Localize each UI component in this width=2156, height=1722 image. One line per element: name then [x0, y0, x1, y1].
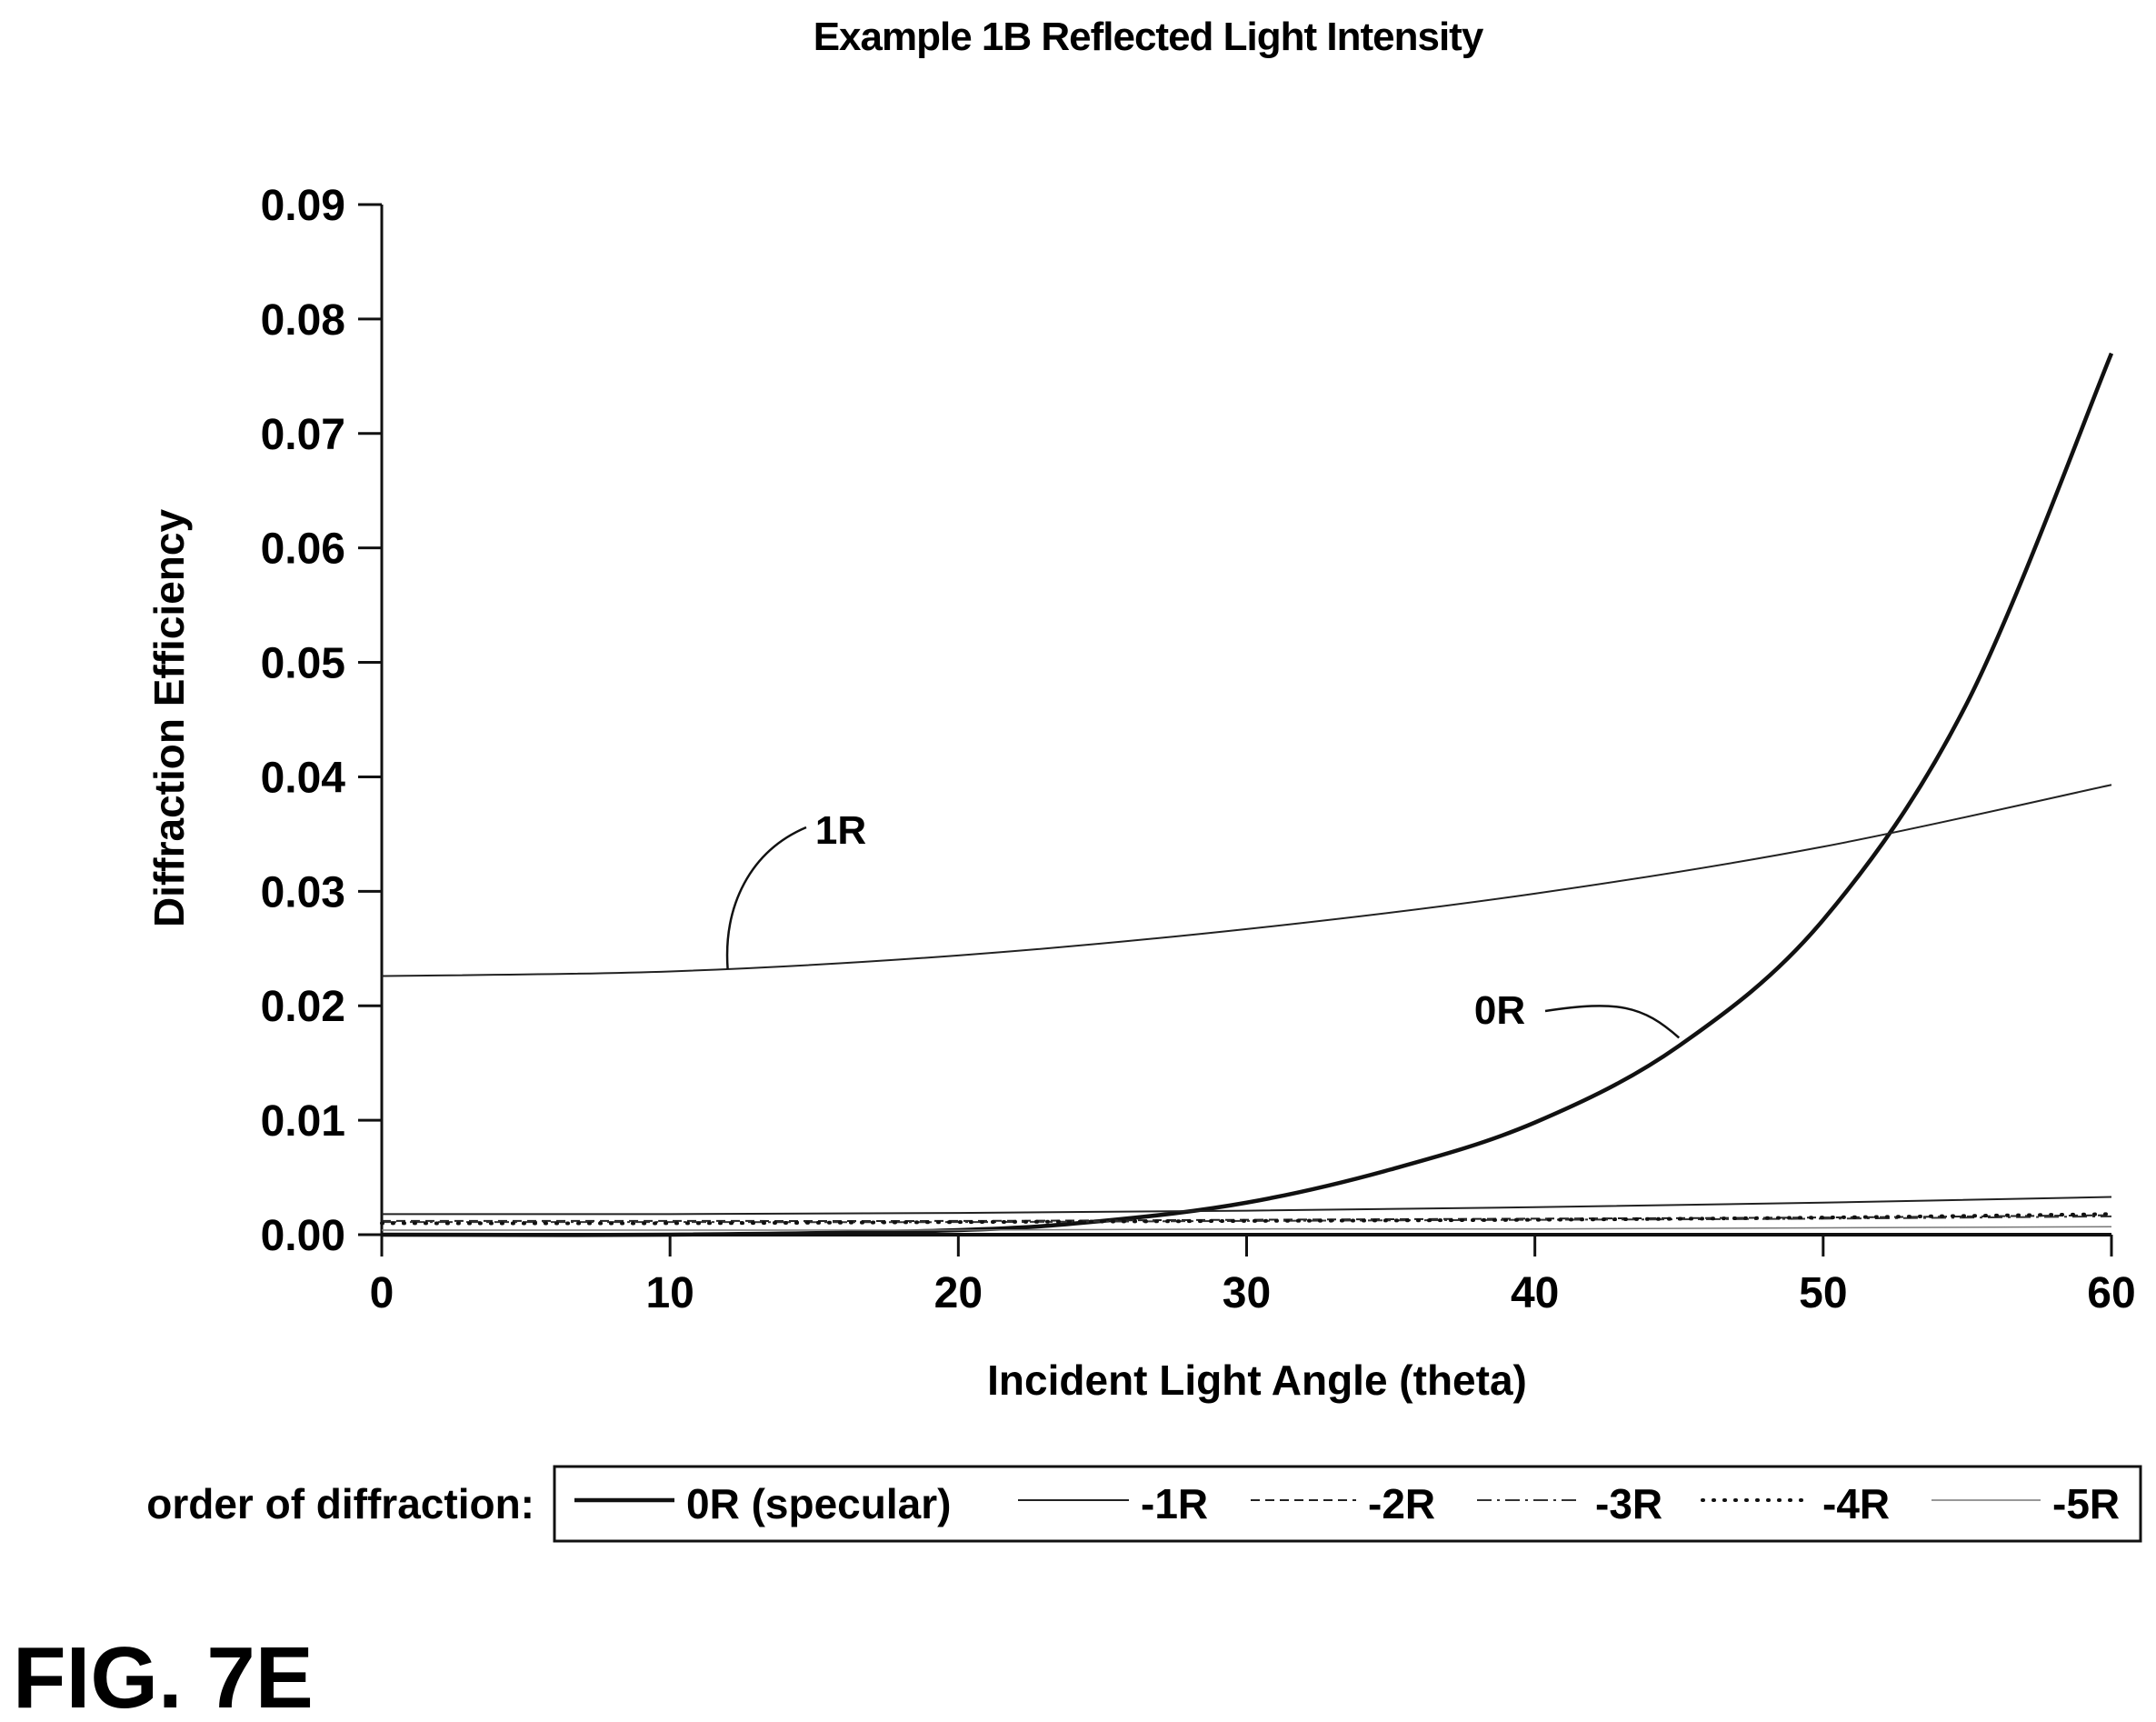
y-axis-label: Diffraction Efficiency: [145, 509, 193, 928]
legend: order of diffraction: 0R (specular) -1R -2…: [146, 1465, 2142, 1543]
x-axis-label: Incident Light Angle (theta): [987, 1357, 1527, 1404]
series-line-0r-specular: [381, 352, 2114, 1237]
y-tick-label: 0.08: [261, 296, 345, 345]
y-ticks: 0.00 0.01 0.02 0.03 0.04 0.05 0.06 0.07 0.08 0.09: [261, 182, 382, 1260]
y-tick-label: 0.00: [261, 1212, 345, 1260]
legend-entry-label: 0R (specular): [686, 1480, 951, 1527]
legend-entry-label: -1R: [1141, 1480, 1208, 1527]
annotation-label: 1R: [815, 808, 866, 853]
legend-entries: 0R (specular) -1R -2R -3R -4R -5R: [574, 1480, 2120, 1527]
y-tick-label: 0.05: [261, 640, 345, 688]
legend-entry-label: -3R: [1595, 1480, 1662, 1527]
legend-box: [553, 1465, 2142, 1543]
y-tick-label: 0.09: [261, 182, 345, 230]
annotation-label: 0R: [1474, 988, 1525, 1033]
x-tick-label: 50: [1799, 1269, 1847, 1317]
series-line-5r: [382, 1226, 2112, 1231]
legend-entry-label: -2R: [1368, 1480, 1435, 1527]
x-tick-label: 20: [934, 1269, 983, 1317]
series-line-4r: [380, 1212, 2113, 1226]
x-tick-label: 30: [1223, 1269, 1271, 1317]
series-line-1r: [381, 1196, 2112, 1216]
legend-entry-label: -5R: [2052, 1480, 2120, 1527]
y-tick-label: 0.06: [261, 526, 345, 574]
x-ticks: 0 10 20 30 40 50 60: [370, 1235, 2136, 1317]
figure-label: FIG. 7E: [13, 1629, 314, 1722]
y-tick-label: 0.03: [261, 868, 345, 916]
annotations: 1R 0R: [725, 808, 1681, 1039]
legend-entry-label: -4R: [1822, 1480, 1890, 1527]
series-layer: [380, 352, 2114, 1237]
x-tick-label: 0: [370, 1269, 394, 1317]
axes: [380, 205, 2111, 1236]
x-tick-label: 40: [1511, 1269, 1559, 1317]
y-tick-label: 0.02: [261, 983, 345, 1031]
legend-title: order of diffraction:: [146, 1480, 534, 1527]
annotation-leader: [1544, 1005, 1681, 1039]
annotation-leader: [725, 826, 807, 970]
x-tick-label: 10: [645, 1269, 694, 1317]
x-tick-label: 60: [2087, 1269, 2135, 1317]
chart-title: Example 1B Reflected Light Intensity: [813, 15, 1484, 59]
series-line-1r: [381, 784, 2112, 977]
y-tick-label: 0.01: [261, 1097, 345, 1146]
y-tick-label: 0.04: [261, 754, 346, 802]
y-tick-label: 0.07: [261, 411, 345, 459]
